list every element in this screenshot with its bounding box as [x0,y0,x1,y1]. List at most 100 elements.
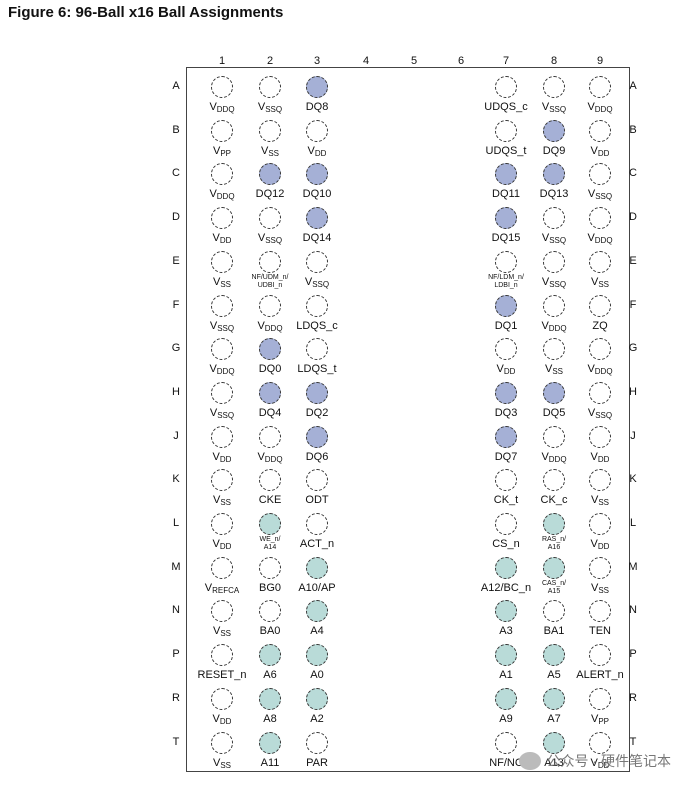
ball-label: VDD [590,756,610,770]
ball-label: VSS [590,581,610,595]
ball-K3 [306,469,328,492]
ball-B8 [543,119,565,142]
ball-label: VSSQ [587,406,613,420]
ball-M2 [259,556,281,579]
ball-M3 [306,556,328,579]
ball-T3 [306,731,328,754]
ball-F8 [543,294,565,317]
ball-K8 [543,469,565,492]
ball-N1 [211,600,233,623]
ball-G1 [211,338,233,361]
ball-label: VSSQ [541,275,567,289]
ball-label: A1 [499,669,513,682]
row-label: N [172,604,180,617]
ball-label: PAR [306,756,328,769]
ball-C2 [259,163,281,186]
row-label: N [629,604,637,617]
row-label: R [172,691,180,704]
ball-label: CAS_n/A15 [541,579,567,595]
ball-label: CK_t [493,494,519,507]
ball-label: A11 [260,756,280,769]
ball-label: DQ9 [542,144,566,157]
ball-label: VDD [590,538,610,551]
ball-label: DQ1 [494,319,518,332]
ball-label: CKE [258,494,282,507]
ball-C8 [543,163,565,186]
ball-label: VSS [212,625,232,639]
ball-H8 [543,381,565,404]
ball-label: DQ3 [494,406,518,419]
ball-K1 [211,469,233,492]
ball-label: VDD [212,450,232,464]
ball-T2 [259,731,281,754]
ball-label: UDQS_c [484,101,528,113]
ball-F9 [589,294,611,317]
ball-label: VDDQ [587,363,613,377]
ball-label: CK_c [540,494,568,507]
ball-M7 [495,556,517,579]
ball-label: DQ4 [258,406,282,419]
ball-label: DQ12 [255,188,285,201]
ball-G9 [589,338,611,361]
ball-E2 [259,250,281,273]
ball-F2 [259,294,281,317]
ball-N3 [306,600,328,623]
ball-label: VDD [212,712,232,726]
row-label: L [629,517,637,529]
ball-label: A6 [263,669,277,682]
ball-label: VDDQ [541,450,567,464]
ball-label: VDDQ [209,363,235,377]
ball-P7 [495,644,517,667]
column-number: 8 [550,55,558,67]
ball-M1 [211,556,233,579]
ball-C7 [495,163,517,186]
ball-A9 [589,76,611,98]
ball-label: VSSQ [587,188,613,202]
ball-label: DQ14 [302,232,332,245]
ball-D8 [543,207,565,230]
ball-B3 [306,119,328,142]
ball-R2 [259,687,281,710]
package-outline [186,67,630,772]
ball-J3 [306,425,328,448]
ball-L8 [543,513,565,535]
ball-label: LDQS_t [297,363,337,376]
ball-D9 [589,207,611,230]
ball-label: BA1 [543,625,565,638]
ball-E8 [543,250,565,273]
column-number: 6 [457,55,465,67]
ball-H9 [589,381,611,404]
ball-M9 [589,556,611,579]
ball-label: ACT_n [299,538,335,550]
ball-label: VSS [212,494,232,508]
ball-label: A4 [310,625,324,638]
ball-label: VSSQ [304,275,330,289]
ball-label: VSSQ [209,406,235,420]
ball-label: ALERT_n [576,669,624,682]
row-label: F [629,298,637,311]
row-label: P [172,648,180,661]
ball-label: VDD [212,232,232,246]
ball-C3 [306,163,328,186]
ball-label: RAS_n/A16 [541,536,567,551]
ball-R1 [211,687,233,710]
ball-B1 [211,119,233,142]
ball-B2 [259,119,281,142]
ball-label: ODT [305,494,329,507]
ball-label: A3 [499,625,513,638]
ball-G7 [495,338,517,361]
ball-label: A13 [544,756,564,769]
ball-E9 [589,250,611,273]
ball-P2 [259,644,281,667]
ball-label: NF/NC [489,756,523,769]
ball-E7 [495,250,517,273]
ball-label: A7 [547,712,561,725]
ball-E3 [306,250,328,273]
row-label: M [628,560,638,573]
ball-label: VSS [212,756,232,770]
ball-L1 [211,513,233,535]
ball-E1 [211,250,233,273]
ball-label: VDDQ [587,101,613,114]
row-label: E [629,254,637,267]
figure-title: Figure 6: 96-Ball x16 Ball Assignments [8,4,284,21]
